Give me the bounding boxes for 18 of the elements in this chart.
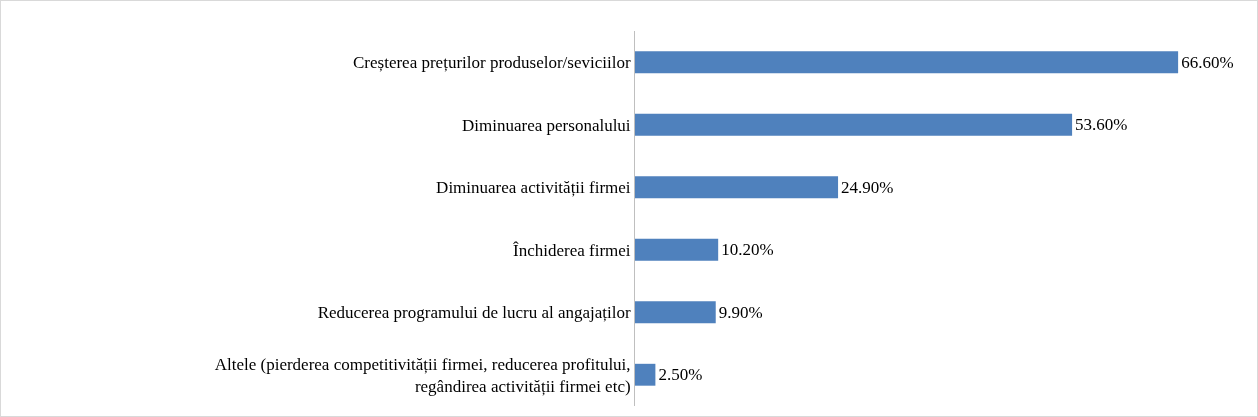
bar (635, 238, 719, 261)
y-tick-label: Diminuarea activității firmei (436, 178, 631, 198)
bar (635, 176, 839, 199)
bar (635, 113, 1073, 136)
data-label: 24.90% (841, 177, 894, 197)
bar (635, 363, 656, 386)
y-tick-label: Altele (pierderea competitivității firmei, reducerea profitului, regândirea activității firmei etc) (214, 354, 631, 396)
data-label: 9.90% (718, 302, 763, 322)
y-tick-label: Reducerea programului de lucru al angajaților (317, 303, 631, 323)
y-tick-label: Creșterea prețurilor produselor/seviciilor (353, 53, 631, 73)
bar (635, 51, 1179, 74)
data-label: 53.60% (1075, 115, 1128, 135)
data-label: 66.60% (1181, 52, 1234, 72)
data-label: 2.50% (658, 365, 703, 385)
data-label: 10.20% (721, 240, 774, 260)
bar (635, 301, 716, 324)
y-tick-label: Diminuarea personalului (462, 115, 631, 135)
y-tick-label: Închiderea firmei (513, 240, 631, 260)
